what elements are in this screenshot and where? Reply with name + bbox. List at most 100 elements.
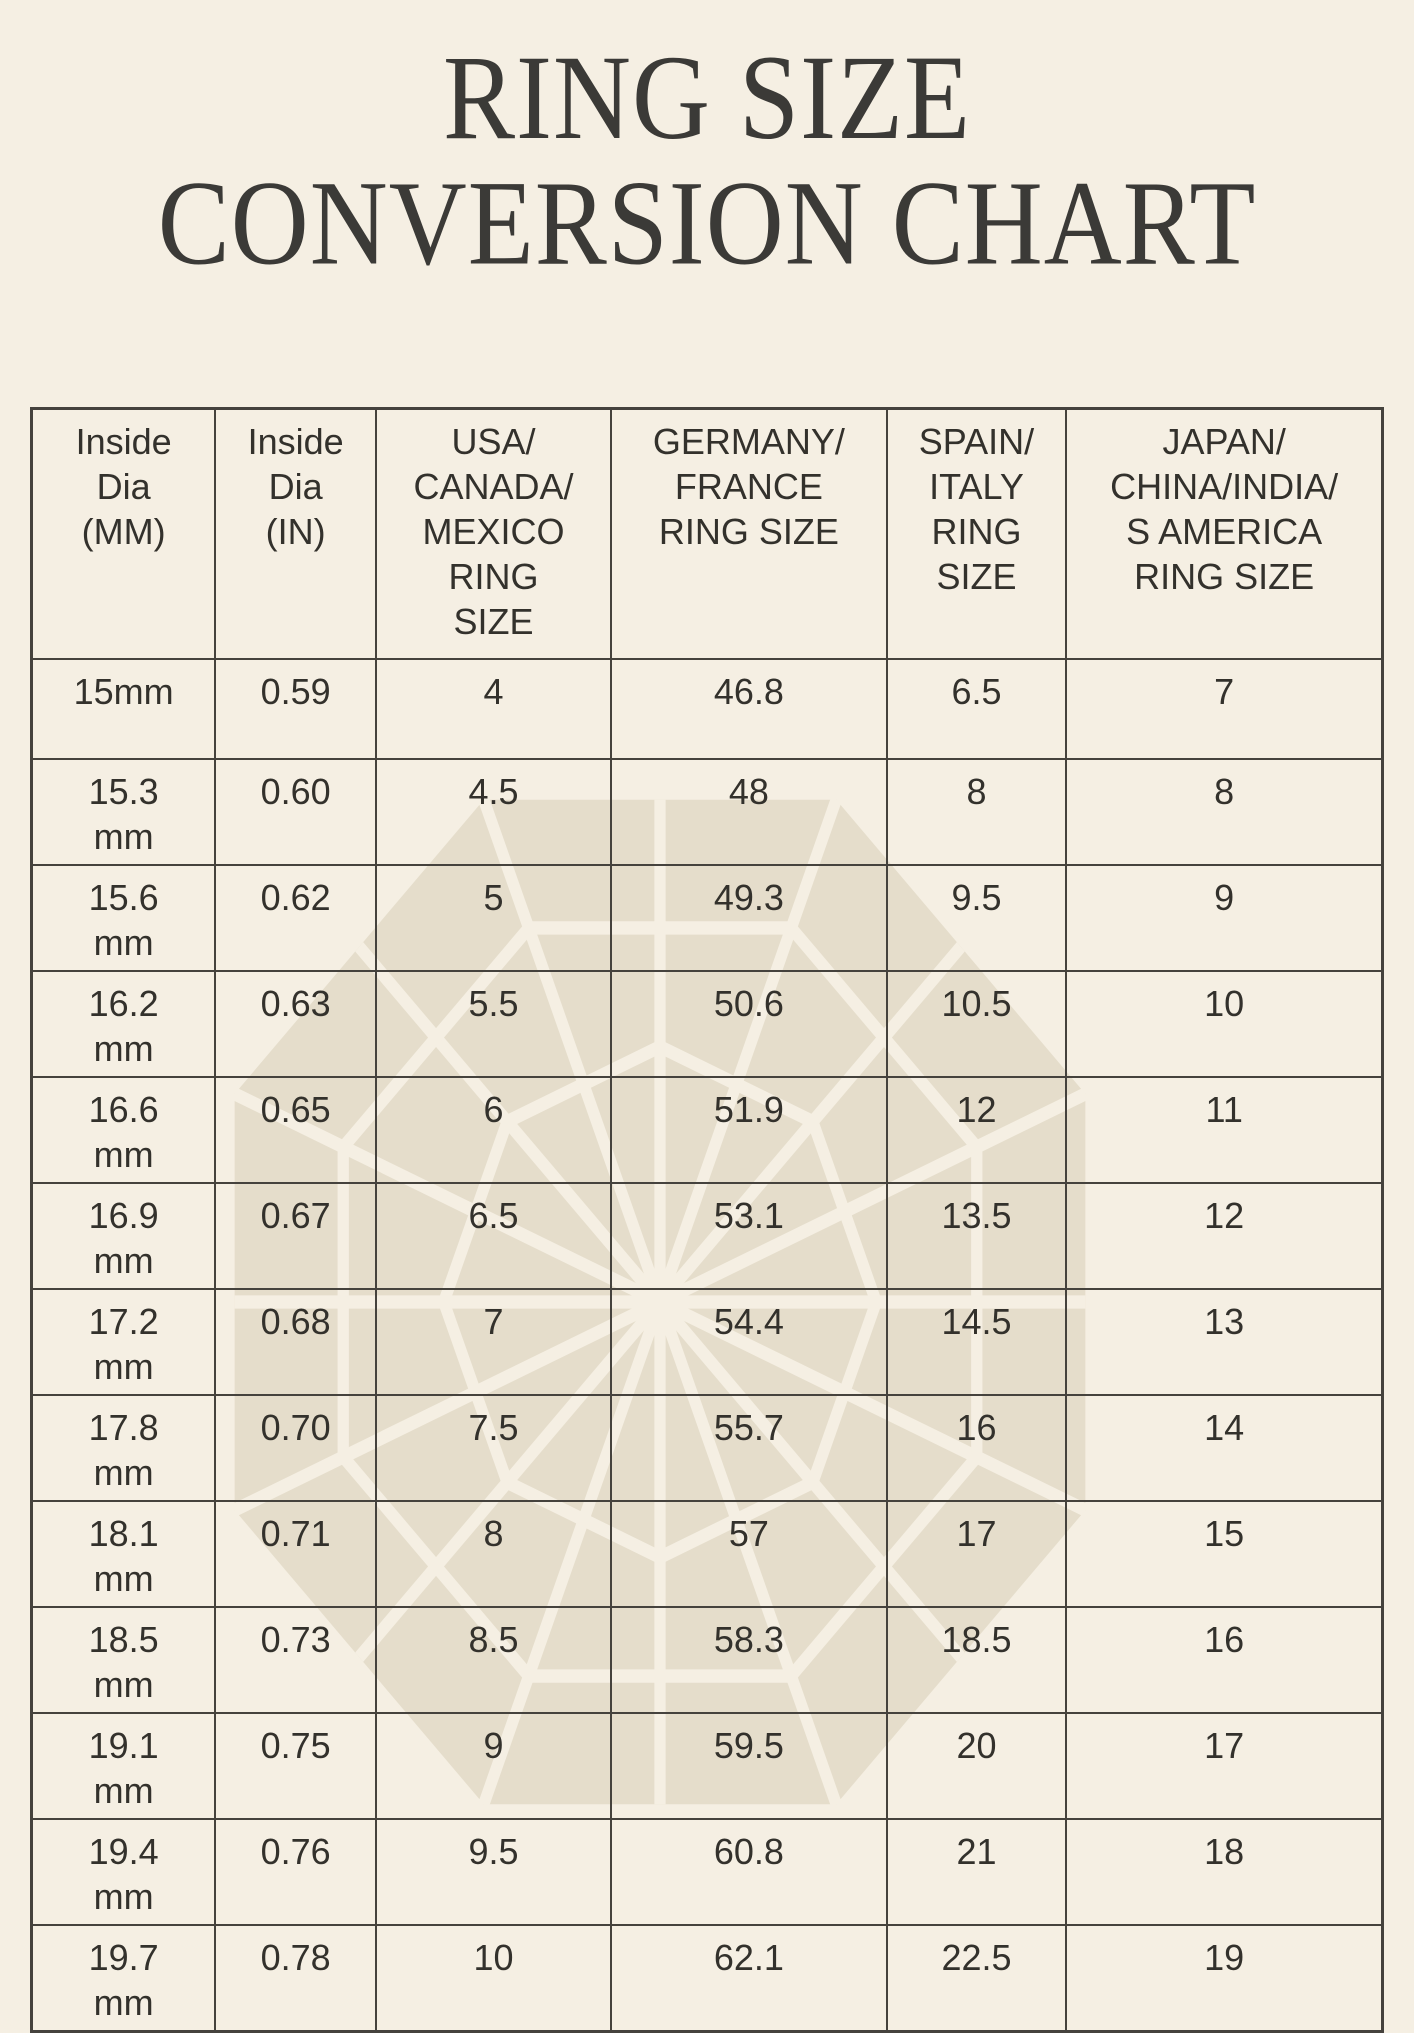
- page-title-line2: CONVERSION CHART: [157, 157, 1257, 291]
- table-cell: 60.8: [610, 1817, 888, 1926]
- table-cell: 0.75: [214, 1711, 377, 1820]
- table-cell: 9.5: [885, 863, 1068, 972]
- table-cell: 14: [1065, 1393, 1384, 1502]
- table-cell: 15.3 mm: [30, 757, 217, 866]
- table-cell: 17.2 mm: [30, 1287, 217, 1396]
- table-cell: 8: [374, 1499, 613, 1608]
- table-row: 15mm 0.59 4 46.8 6.5 7: [30, 657, 1384, 760]
- table-cell: 17: [885, 1499, 1068, 1608]
- table-row: 19.7 mm 0.78 10 62.1 22.5 19: [30, 1923, 1384, 2032]
- table-cell: 55.7: [610, 1393, 888, 1502]
- column-header: SPAIN/ ITALY RING SIZE: [885, 407, 1068, 660]
- table-row: 16.2 mm 0.63 5.5 50.6 10.5 10: [30, 969, 1384, 1078]
- table-cell: 17: [1065, 1711, 1384, 1820]
- table-cell: 58.3: [610, 1605, 888, 1714]
- table-cell: 10: [374, 1923, 613, 2032]
- table-row: 16.6 mm 0.65 6 51.9 12 11: [30, 1075, 1384, 1184]
- table-cell: 19.4 mm: [30, 1817, 217, 1926]
- column-header: Inside Dia (IN): [214, 407, 377, 660]
- table-row: 15.6 mm 0.62 5 49.3 9.5 9: [30, 863, 1384, 972]
- table-cell: 13: [1065, 1287, 1384, 1396]
- ring-size-conversion-table: Inside Dia (MM) Inside Dia (IN) USA/ CANAD…: [30, 407, 1384, 2033]
- table-cell: 10.5: [885, 969, 1068, 1078]
- column-header: USA/ CANADA/ MEXICO RING SIZE: [374, 407, 613, 660]
- table-cell: 19: [1065, 1923, 1384, 2032]
- table-cell: 7.5: [374, 1393, 613, 1502]
- table-cell: 19.1 mm: [30, 1711, 217, 1820]
- table-cell: 18.5 mm: [30, 1605, 217, 1714]
- table-cell: 51.9: [610, 1075, 888, 1184]
- table-cell: 22.5: [885, 1923, 1068, 2032]
- table-cell: 53.1: [610, 1181, 888, 1290]
- table-row: 19.4 mm 0.76 9.5 60.8 21 18: [30, 1817, 1384, 1926]
- table-cell: 21: [885, 1817, 1068, 1926]
- table-cell: 0.70: [214, 1393, 377, 1502]
- table-cell: 0.59: [214, 657, 377, 760]
- table-cell: 16.9 mm: [30, 1181, 217, 1290]
- column-header: Inside Dia (MM): [30, 407, 217, 660]
- table-cell: 18.5: [885, 1605, 1068, 1714]
- table-cell: 0.67: [214, 1181, 377, 1290]
- table-row: 18.5 mm 0.73 8.5 58.3 18.5 16: [30, 1605, 1384, 1714]
- table-cell: 0.71: [214, 1499, 377, 1608]
- table-cell: 4: [374, 657, 613, 760]
- table-cell: 16.2 mm: [30, 969, 217, 1078]
- table-cell: 11: [1065, 1075, 1384, 1184]
- table-cell: 0.78: [214, 1923, 377, 2032]
- table-cell: 16: [1065, 1605, 1384, 1714]
- table-cell: 9.5: [374, 1817, 613, 1926]
- table-cell: 16: [885, 1393, 1068, 1502]
- page-title-line1: RING SIZE: [443, 31, 971, 165]
- table-cell: 6.5: [374, 1181, 613, 1290]
- table-cell: 18.1 mm: [30, 1499, 217, 1608]
- table-row: 17.8 mm 0.70 7.5 55.7 16 14: [30, 1393, 1384, 1502]
- table-cell: 13.5: [885, 1181, 1068, 1290]
- table-cell: 20: [885, 1711, 1068, 1820]
- table-cell: 19.7 mm: [30, 1923, 217, 2032]
- table-cell: 8.5: [374, 1605, 613, 1714]
- table-cell: 7: [374, 1287, 613, 1396]
- table-cell: 9: [374, 1711, 613, 1820]
- table-cell: 46.8: [610, 657, 888, 760]
- table-row: 17.2 mm 0.68 7 54.4 14.5 13: [30, 1287, 1384, 1396]
- table-row: 16.9 mm 0.67 6.5 53.1 13.5 12: [30, 1181, 1384, 1290]
- table-cell: 15.6 mm: [30, 863, 217, 972]
- table-zone: Inside Dia (MM) Inside Dia (IN) USA/ CANAD…: [30, 407, 1384, 2033]
- page-title: RING SIZE CONVERSION CHART: [0, 31, 1414, 291]
- table-cell: 17.8 mm: [30, 1393, 217, 1502]
- table-cell: 9: [1065, 863, 1384, 972]
- table-cell: 54.4: [610, 1287, 888, 1396]
- table-cell: 6.5: [885, 657, 1068, 760]
- table-cell: 14.5: [885, 1287, 1068, 1396]
- table-cell: 0.68: [214, 1287, 377, 1396]
- table-cell: 15: [1065, 1499, 1384, 1608]
- table-cell: 59.5: [610, 1711, 888, 1820]
- table-row: 18.1 mm 0.71 8 57 17 15: [30, 1499, 1384, 1608]
- column-header: JAPAN/ CHINA/INDIA/ S AMERICA RING SIZE: [1065, 407, 1384, 660]
- table-cell: 8: [885, 757, 1068, 866]
- table-cell: 12: [1065, 1181, 1384, 1290]
- table-cell: 5: [374, 863, 613, 972]
- table-cell: 12: [885, 1075, 1068, 1184]
- table-cell: 15mm: [30, 657, 217, 760]
- table-header-row: Inside Dia (MM) Inside Dia (IN) USA/ CANAD…: [30, 407, 1384, 660]
- table-cell: 57: [610, 1499, 888, 1608]
- table-cell: 49.3: [610, 863, 888, 972]
- column-header: GERMANY/ FRANCE RING SIZE: [610, 407, 888, 660]
- table-cell: 0.73: [214, 1605, 377, 1714]
- table-cell: 16.6 mm: [30, 1075, 217, 1184]
- table-cell: 10: [1065, 969, 1384, 1078]
- table-cell: 18: [1065, 1817, 1384, 1926]
- table-cell: 8: [1065, 757, 1384, 866]
- table-cell: 0.65: [214, 1075, 377, 1184]
- table-cell: 5.5: [374, 969, 613, 1078]
- table-row: 19.1 mm 0.75 9 59.5 20 17: [30, 1711, 1384, 1820]
- table-row: 15.3 mm 0.60 4.5 48 8 8: [30, 757, 1384, 866]
- table-cell: 6: [374, 1075, 613, 1184]
- table-cell: 62.1: [610, 1923, 888, 2032]
- table-cell: 7: [1065, 657, 1384, 760]
- table-cell: 0.62: [214, 863, 377, 972]
- table-cell: 48: [610, 757, 888, 866]
- table-cell: 0.60: [214, 757, 377, 866]
